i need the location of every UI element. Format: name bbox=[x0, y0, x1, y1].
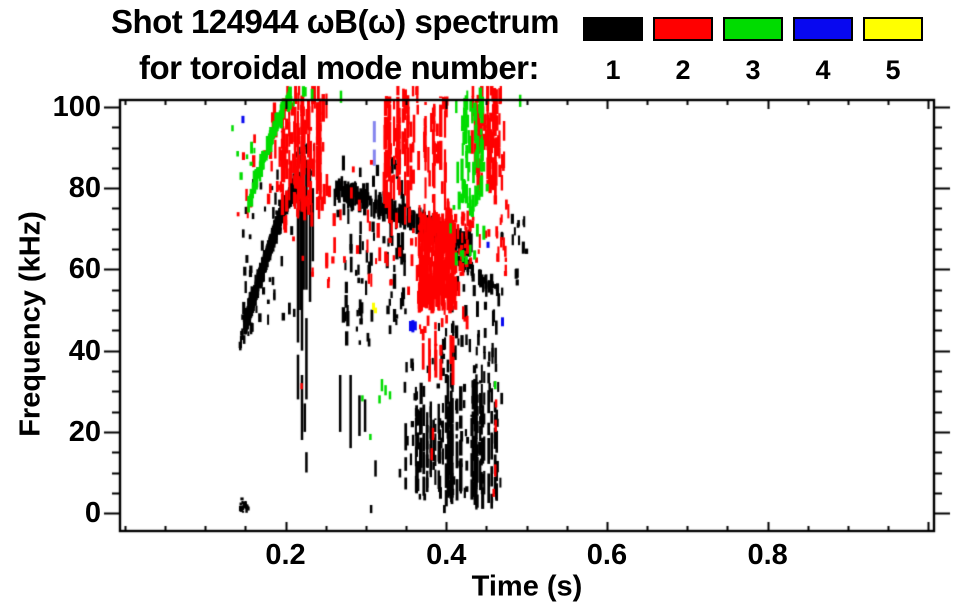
x-axis-label: Time (s) bbox=[471, 570, 583, 603]
legend-swatch-mode-3 bbox=[723, 17, 783, 41]
y-tick-label-0: 0 bbox=[84, 497, 101, 530]
y-tick-label-20: 20 bbox=[68, 415, 101, 448]
x-tick-label-0.8: 0.8 bbox=[747, 539, 788, 571]
legend-swatch-mode-1 bbox=[583, 17, 643, 41]
x-tick-label-0.2: 0.2 bbox=[265, 539, 306, 571]
y-tick-label-100: 100 bbox=[52, 90, 101, 123]
x-tick-label-0.4: 0.4 bbox=[426, 539, 467, 571]
y-axis-label: Frequency (kHz) bbox=[14, 211, 47, 437]
legend-swatch-mode-2 bbox=[653, 17, 713, 41]
legend-label-mode-3: 3 bbox=[745, 55, 761, 85]
legend-label-mode-1: 1 bbox=[605, 55, 621, 85]
y-tick-label-80: 80 bbox=[68, 172, 101, 205]
legend-swatch-mode-5 bbox=[863, 17, 923, 41]
legend-label-mode-2: 2 bbox=[675, 55, 691, 85]
y-tick-label-40: 40 bbox=[68, 334, 101, 367]
x-tick-label-0.6: 0.6 bbox=[586, 539, 628, 571]
legend-label-mode-5: 5 bbox=[885, 55, 901, 85]
chart-title: Shot 124944 ωB(ω) spectrum bbox=[110, 3, 560, 40]
legend-label-mode-4: 4 bbox=[815, 55, 831, 85]
legend-swatch-mode-4 bbox=[793, 17, 853, 41]
y-tick-label-60: 60 bbox=[68, 253, 101, 286]
chart-subtitle: for toroidal mode number: bbox=[139, 49, 540, 86]
